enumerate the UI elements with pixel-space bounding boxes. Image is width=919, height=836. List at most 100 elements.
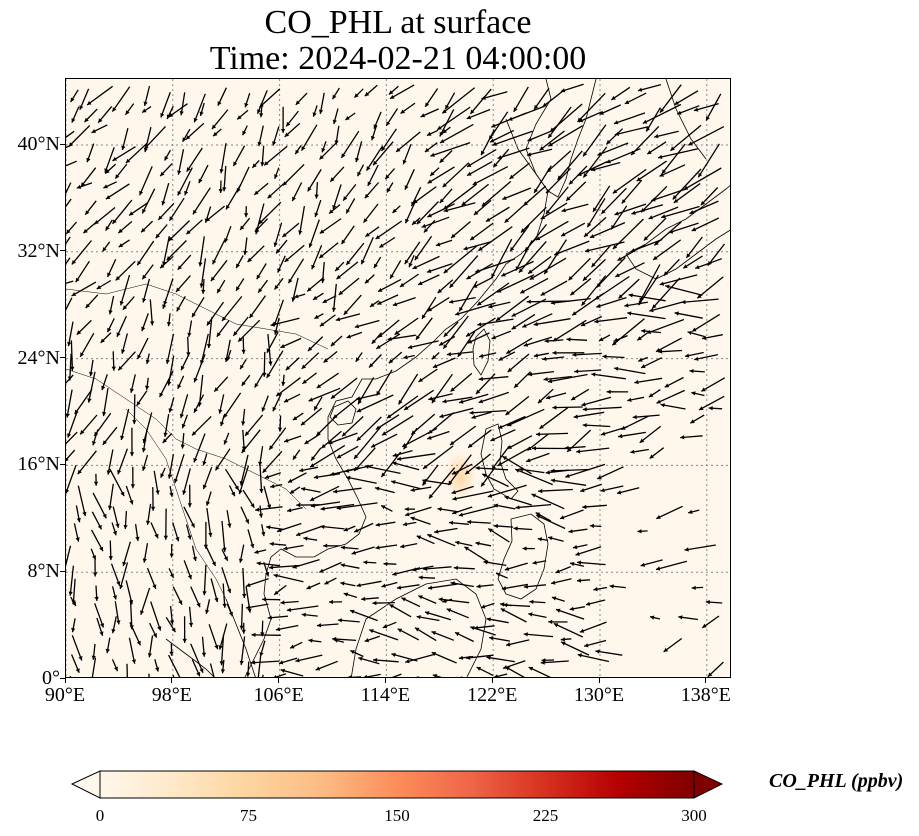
coastline-hainan [329, 400, 357, 426]
wind-arrow-head [313, 295, 318, 300]
wind-arrow-head [145, 385, 150, 390]
wind-arrow-head [538, 488, 543, 494]
wind-arrow-head [199, 668, 204, 673]
wind-arrow-head [284, 132, 290, 137]
wind-arrow-head [182, 137, 187, 142]
wind-arrow-shaft [225, 184, 242, 210]
wind-arrow-head [593, 587, 598, 592]
wind-arrow-head [416, 535, 422, 540]
wind-arrow-head [449, 520, 454, 525]
wind-arrow-head [308, 243, 313, 248]
wind-arrow-head [103, 184, 108, 189]
wind-arrow-head [356, 396, 361, 401]
wind-arrow-shaft [487, 484, 527, 498]
coastline-borneo [350, 578, 487, 677]
wind-arrow-shaft [568, 257, 591, 281]
wind-arrow-head [193, 377, 198, 383]
wind-arrow-shaft [258, 201, 282, 225]
wind-arrow-head [606, 389, 611, 394]
wind-arrow-head [397, 628, 403, 633]
wind-arrow-shaft [208, 624, 219, 650]
wind-arrow-head [136, 640, 141, 646]
wind-arrow-head [663, 271, 669, 276]
wind-arrow-shaft [442, 396, 473, 403]
wind-arrow-head [366, 166, 371, 171]
wind-arrow-shaft [432, 357, 456, 369]
wind-arrow-shaft [139, 166, 153, 196]
lon-tick-label: 106°E [253, 684, 304, 706]
wind-arrow-head [439, 158, 445, 163]
wind-arrow-shaft [565, 463, 606, 478]
wind-arrow-head [261, 407, 266, 412]
wind-arrow-shaft [441, 87, 476, 114]
wind-arrow-head [318, 109, 324, 114]
wind-arrow-shaft [372, 141, 394, 166]
wind-arrow-shaft [470, 626, 496, 636]
wind-arrow-shaft [66, 182, 72, 195]
wind-arrow-head [273, 675, 277, 677]
wind-arrow-shaft [572, 352, 602, 356]
wind-arrow-head [411, 201, 416, 207]
wind-arrow-shaft [590, 161, 621, 172]
wind-arrow-head [548, 619, 553, 624]
wind-arrow-shaft [360, 237, 374, 265]
wind-arrow-head [627, 311, 632, 316]
wind-arrow-shaft [126, 663, 128, 677]
wind-arrow-head [184, 190, 189, 196]
wind-arrow-head [550, 468, 555, 473]
wind-arrow-shaft [427, 203, 455, 218]
wind-arrow-head [266, 525, 271, 530]
wind-arrow-head [220, 669, 226, 674]
wind-arrow-shaft [313, 473, 341, 479]
wind-arrow-shaft [370, 433, 398, 448]
wind-arrow-shaft [652, 239, 682, 261]
wind-arrow-shaft [380, 128, 397, 152]
wind-arrow-head [674, 100, 679, 105]
wind-arrow-shaft [77, 450, 97, 475]
wind-arrow-shaft [193, 433, 206, 463]
wind-arrow-shaft [665, 285, 703, 296]
wind-arrow-head [67, 433, 72, 438]
wind-arrow-shaft [205, 205, 226, 222]
wind-arrow-shaft [539, 407, 569, 430]
wind-arrow-head [507, 367, 513, 372]
wind-arrow-head [497, 462, 503, 466]
wind-arrow-head [186, 352, 191, 357]
wind-arrow-head [356, 408, 362, 413]
wind-arrow-head [490, 138, 495, 143]
wind-arrow-shaft [392, 461, 420, 471]
wind-arrow-head [585, 248, 590, 253]
wind-arrow-shaft [166, 333, 175, 365]
wind-arrow-head [80, 352, 85, 357]
wind-arrow-shaft [478, 391, 510, 404]
wind-arrow-head [363, 674, 368, 677]
wind-arrow-head [467, 519, 472, 525]
wind-arrow-head [651, 197, 656, 202]
wind-arrow-shaft [237, 319, 261, 343]
wind-arrow-head [550, 478, 556, 483]
wind-arrow-head [414, 255, 419, 261]
wind-arrow-head [97, 524, 102, 530]
wind-arrow-shaft [553, 240, 590, 256]
wind-arrow-head [214, 597, 219, 603]
wind-arrow-head [120, 491, 125, 497]
wind-arrow-head [450, 581, 455, 586]
wind-arrow-shaft [674, 312, 703, 319]
wind-arrow-head [376, 344, 381, 349]
wind-arrow-head [583, 173, 588, 178]
wind-arrow-head [115, 174, 120, 179]
wind-arrow-shaft [614, 203, 647, 216]
wind-arrow-head [621, 199, 626, 204]
wind-arrow-head [528, 372, 533, 377]
wind-arrow-head [112, 156, 117, 161]
lon-tick-mark [598, 678, 600, 683]
map-canvas [66, 79, 730, 677]
wind-arrow-shaft [66, 280, 74, 284]
wind-arrow-head [481, 604, 486, 609]
wind-arrow-head [363, 560, 368, 565]
wind-arrow-head [478, 399, 484, 404]
wind-arrow-head [585, 601, 591, 606]
wind-arrow-head [459, 306, 464, 312]
wind-arrow-shaft [356, 580, 382, 587]
wind-arrow-head [501, 586, 507, 591]
